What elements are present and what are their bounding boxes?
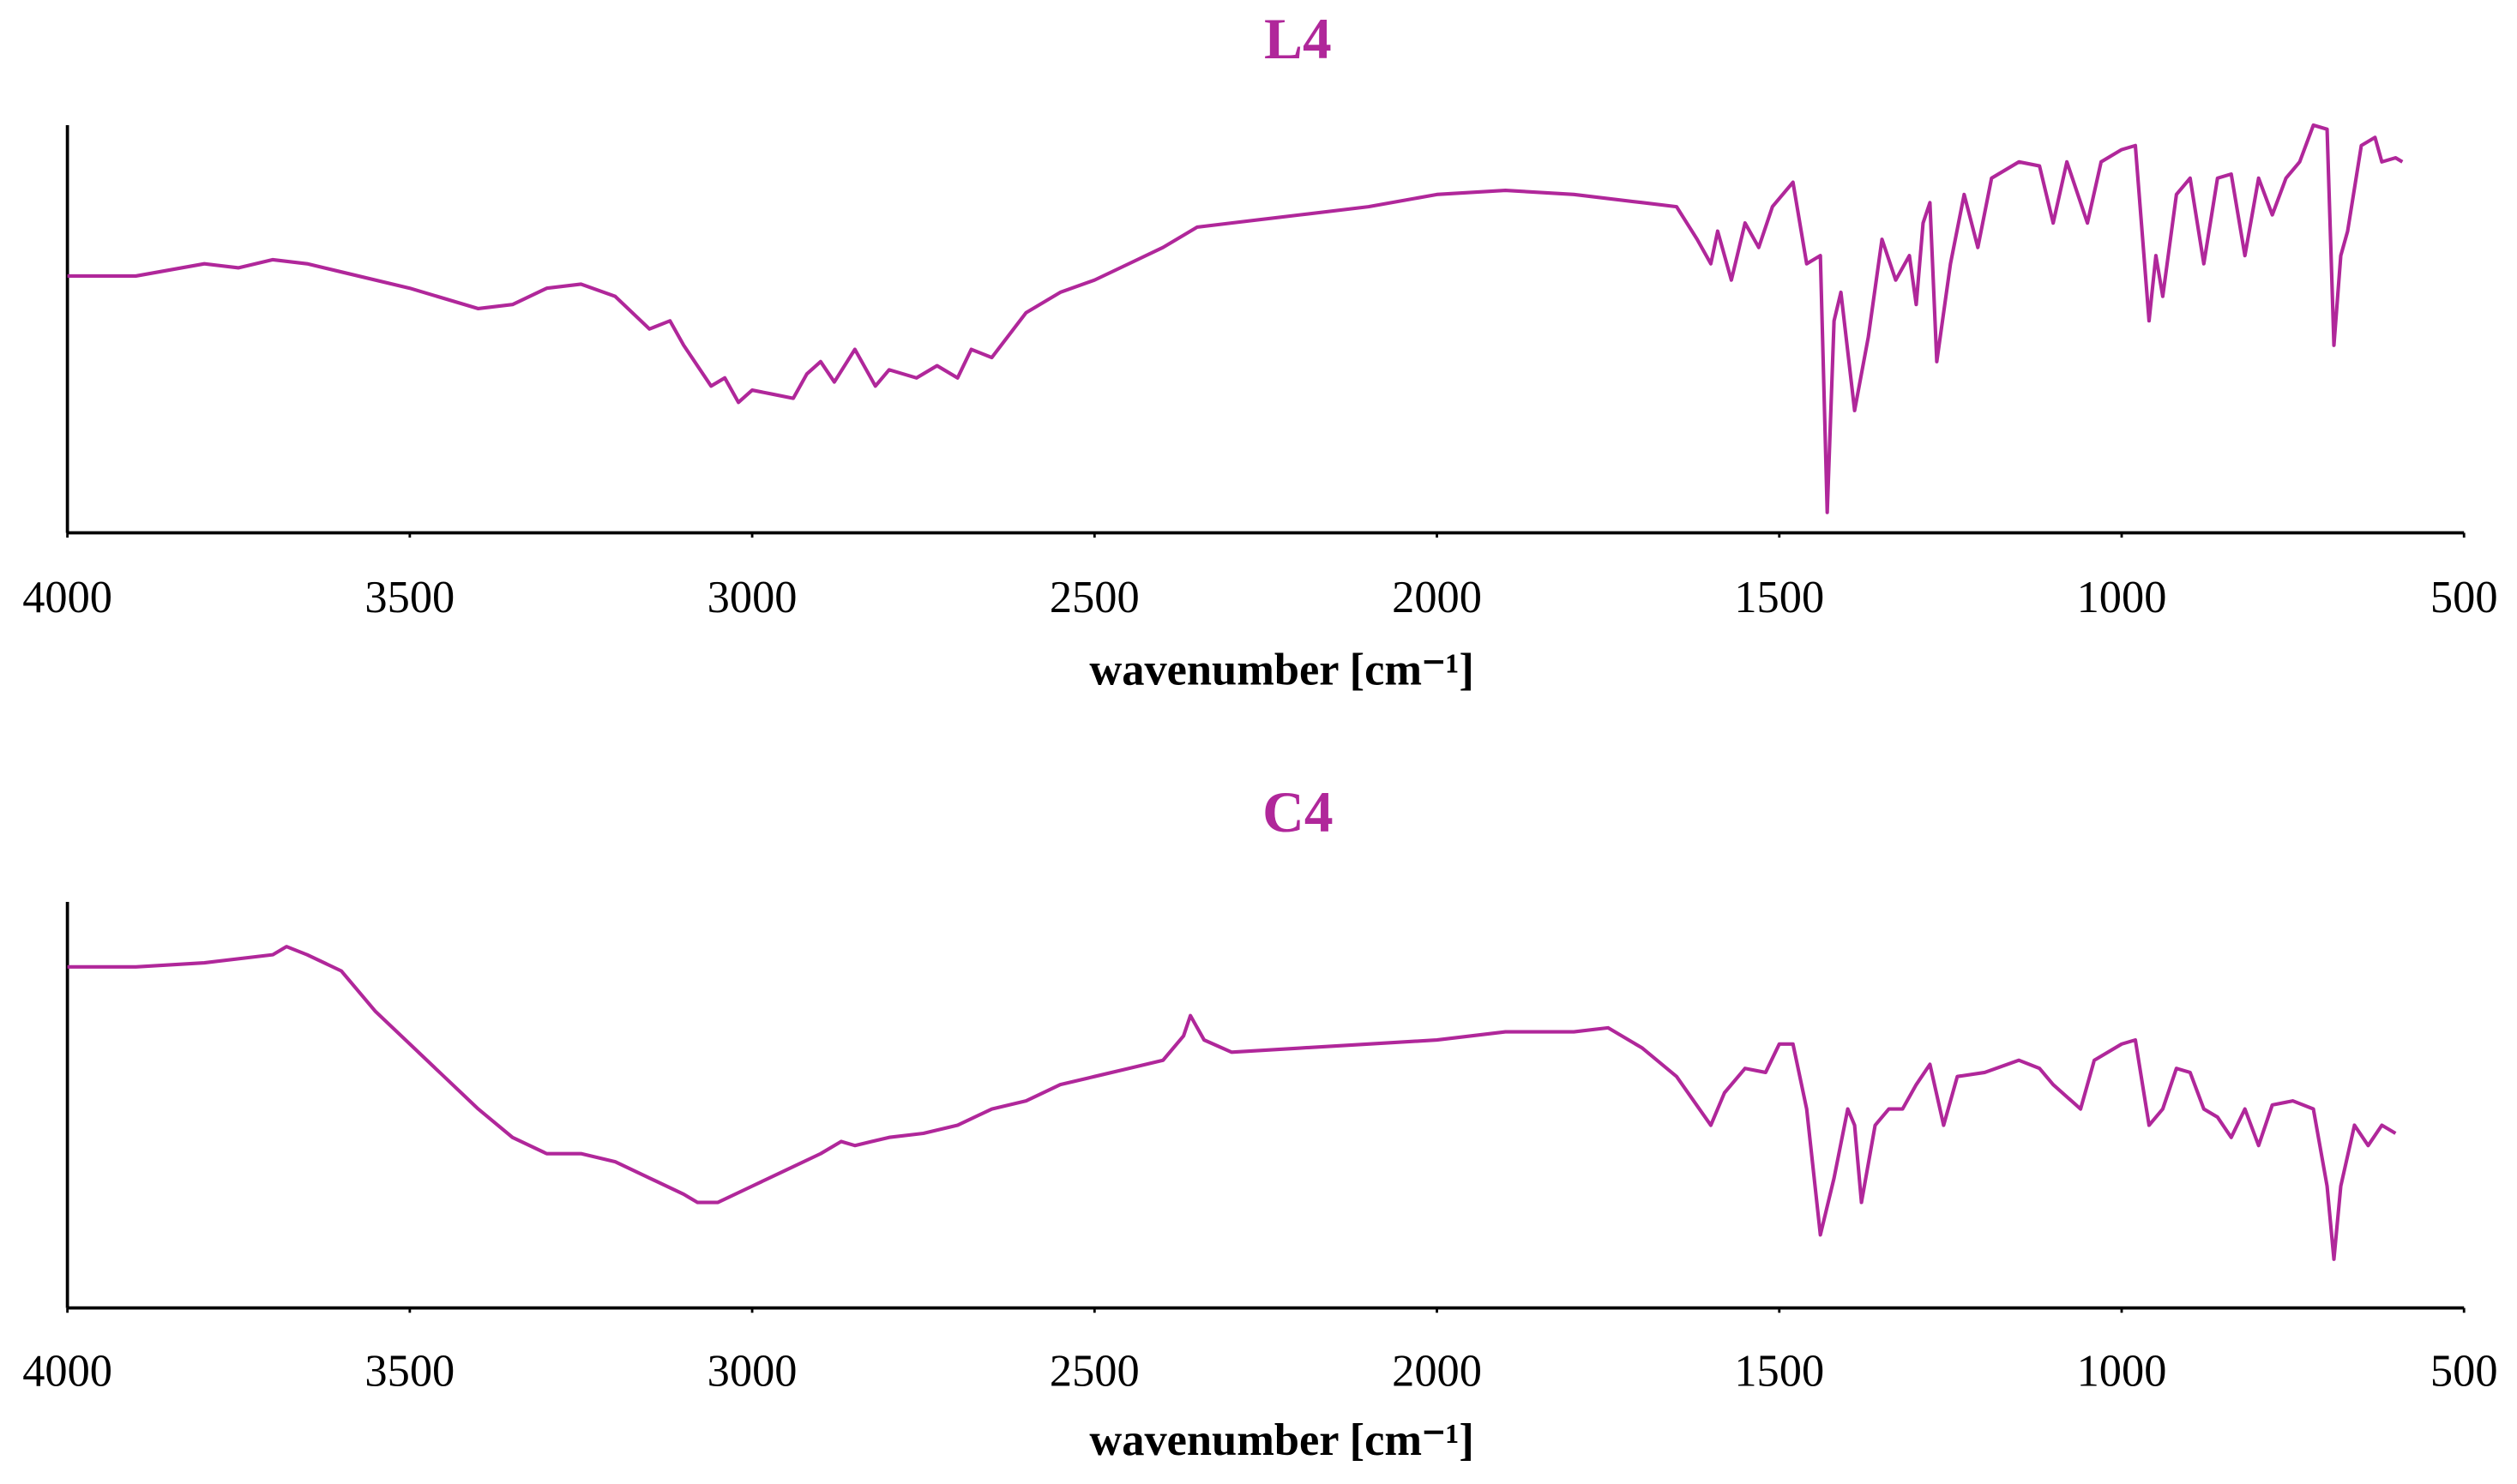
x-tick-label: 2000: [1392, 573, 1482, 622]
spectrum-line: [67, 123, 2404, 514]
x-tick-label: 4000: [22, 573, 112, 622]
chart-title: C4: [1262, 780, 1333, 844]
x-tick-label: 3500: [364, 1346, 455, 1396]
chart-title: L4: [1264, 7, 1332, 71]
x-tick-label: 2000: [1392, 1346, 1482, 1396]
x-tick-label: 3500: [364, 573, 455, 622]
x-tick-label: 1500: [1734, 573, 1824, 622]
x-tick-label: 2500: [1050, 573, 1140, 622]
x-tick-label: 1500: [1734, 1346, 1824, 1396]
x-axis-label: wavenumber [cm⁻¹]: [1089, 645, 1473, 694]
x-tick-label: 500: [2430, 1346, 2498, 1396]
x-tick-label: 500: [2430, 573, 2498, 622]
x-tick-label: 1000: [2077, 573, 2167, 622]
x-tick-label: 3000: [708, 1346, 798, 1396]
x-axis-label: wavenumber [cm⁻¹]: [1089, 1415, 1473, 1465]
x-tick-label: 2500: [1050, 1346, 1140, 1396]
x-tick-label: 3000: [708, 573, 798, 622]
x-tick-label: 1000: [2077, 1346, 2167, 1396]
spectrum-line: [67, 945, 2397, 1261]
x-tick-label: 4000: [22, 1346, 112, 1396]
